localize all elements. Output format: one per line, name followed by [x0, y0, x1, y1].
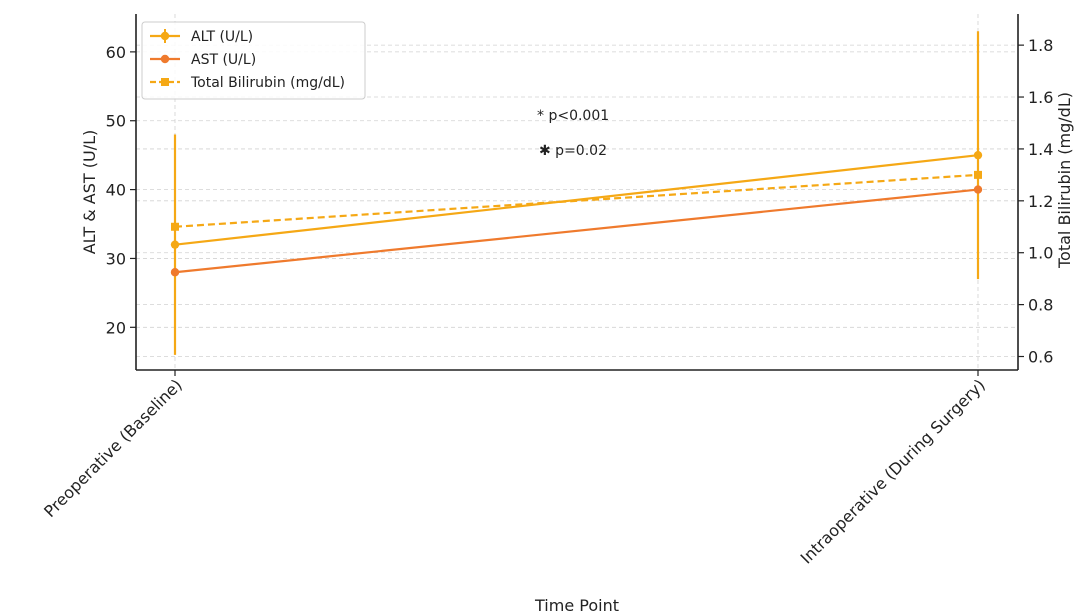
- right-tick-label: 1.4: [1028, 140, 1053, 159]
- legend-label: AST (U/L): [191, 52, 256, 68]
- data-point: [170, 268, 180, 277]
- right-tick-label: 1.8: [1028, 36, 1053, 55]
- legend-frame: [141, 21, 366, 100]
- right-tick-label: 1.2: [1028, 192, 1053, 211]
- legend-marker: [161, 78, 169, 86]
- annotation-p001: * p<0.001: [537, 108, 609, 124]
- series-1: [170, 185, 983, 277]
- x-axis-label: Time Point: [534, 596, 619, 615]
- left-tick-label: 30: [106, 249, 126, 268]
- x-tick-label: Intraoperative (During Surgery): [797, 375, 989, 567]
- left-tick-label: 40: [106, 181, 126, 200]
- left-tick-label: 20: [106, 318, 126, 337]
- right-tick-label: 1.6: [1028, 88, 1053, 107]
- right-tick-label: 0.8: [1028, 296, 1053, 315]
- right-tick-label: 1.0: [1028, 244, 1053, 263]
- annotation-p002: ✱ p=0.02: [539, 143, 607, 159]
- right-tick-label: 0.6: [1028, 348, 1053, 367]
- legend-label: Total Bilirubin (mg/dL): [190, 75, 345, 91]
- right-axis-label: Total Bilirubin (mg/dL): [1055, 92, 1074, 269]
- grid: [136, 14, 1018, 370]
- left-axis-label: ALT & AST (U/L): [80, 130, 99, 255]
- legend-marker: [160, 54, 170, 64]
- annotations: * p<0.001 ✱ p=0.02: [537, 108, 609, 159]
- data-point: [973, 185, 983, 194]
- series-line: [174, 188, 979, 274]
- legend-item: AST (U/L): [150, 52, 256, 68]
- legend-marker: [160, 31, 170, 41]
- left-tick-label: 50: [106, 112, 126, 131]
- legend-item: ALT (U/L): [150, 29, 253, 45]
- data-point: [973, 150, 983, 160]
- legend-item: Total Bilirubin (mg/dL): [150, 75, 345, 91]
- series-line: [174, 173, 979, 228]
- x-tick-label: Preoperative (Baseline): [40, 375, 186, 521]
- series: [170, 31, 983, 355]
- legend: ALT (U/L) AST (U/L) Total Bilirubin (mg/dL…: [141, 21, 366, 100]
- left-tick-label: 60: [106, 43, 126, 62]
- legend-label: ALT (U/L): [191, 29, 253, 45]
- data-point: [170, 240, 180, 249]
- data-point: [171, 222, 179, 231]
- axes: [135, 14, 1019, 371]
- data-point: [974, 170, 982, 179]
- series-2: [171, 170, 982, 231]
